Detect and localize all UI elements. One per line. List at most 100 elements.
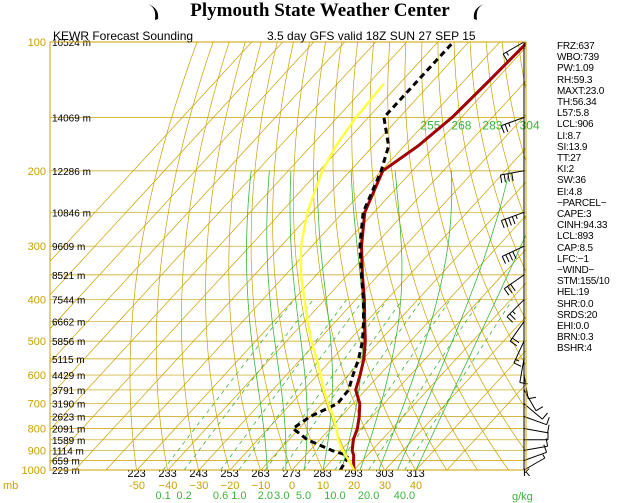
- theta-tick-label: 293: [344, 468, 362, 480]
- dry-adiabat-line: [228, 42, 262, 470]
- chart-title: KEWR Forecast Sounding: [53, 29, 193, 43]
- mixing-ratio-line: [404, 299, 513, 470]
- sounding-index: CAPE:3: [557, 209, 592, 221]
- parcel-line: [299, 82, 386, 470]
- theta-unit-label: K: [523, 467, 531, 479]
- sounding-index: RH:59.3: [557, 74, 593, 86]
- theta-tick-label: 223: [127, 468, 145, 480]
- mixing-ratio-line: [368, 299, 481, 470]
- sounding-index: SHR:0.0: [557, 298, 594, 310]
- height-label: 6662 m: [52, 318, 85, 329]
- dry-adiabat-line: [453, 42, 526, 321]
- mixing-ratio-line: [183, 299, 314, 470]
- sounding-index: LCL:893: [557, 231, 594, 243]
- wind-barb: [506, 299, 525, 323]
- mixing-ratio-tick-label: 40.0: [394, 490, 415, 502]
- moist-adiabat-line: [397, 170, 510, 470]
- dry-adiabat-line: [369, 42, 478, 470]
- plot-frame: [49, 41, 527, 471]
- isotherm-line: [50, 42, 346, 363]
- height-label: 2091 m: [52, 425, 85, 436]
- mixing-ratio-unit-label: g/kg: [512, 491, 533, 503]
- wind-barb: [509, 321, 525, 347]
- mixing-ratio-tick-label: 0.1: [155, 490, 170, 502]
- theta-tick-label: 243: [189, 468, 207, 480]
- dry-adiabat-line: [293, 42, 354, 470]
- pressure-tick-label: 700: [28, 399, 46, 411]
- isotherm-line: [50, 42, 284, 296]
- temperature-tick-label: −30: [190, 480, 209, 492]
- isotherm-line: [384, 316, 526, 470]
- dry-adiabat-line: [469, 42, 526, 273]
- dry-adiabat-line: [404, 42, 526, 453]
- isotherm-line: [446, 383, 526, 470]
- moist-adiabat-line: [317, 170, 333, 470]
- dry-adiabat-line: [155, 42, 214, 470]
- sounding-index: TT:27: [557, 153, 582, 165]
- height-label: 2623 m: [52, 413, 85, 424]
- wind-barb: [523, 416, 550, 426]
- wind-barb: [500, 116, 525, 134]
- wind-barb: [502, 41, 525, 62]
- mixing-ratio-tick-label: 20.0: [358, 490, 379, 502]
- isotherm-line: [50, 42, 253, 262]
- mixing-ratio-tick-label: 0.2: [177, 490, 192, 502]
- wind-barb: [523, 444, 548, 461]
- moist-adiabat-line: [246, 170, 268, 470]
- bird-logo-left-icon: [148, 4, 159, 20]
- sounding-index: SI:13.9: [557, 141, 588, 153]
- height-label: 1589 m: [52, 436, 85, 447]
- chart-subtitle: 3.5 day GFS valid 18Z SUN 27 SEP 15: [267, 29, 476, 43]
- mixing-ratio-tick-label: 10.0: [324, 490, 345, 502]
- sounding-index: LCL:906: [557, 119, 594, 131]
- height-label: 229 m: [52, 466, 80, 477]
- isotherm-line: [50, 42, 315, 330]
- moist-adiabat-line: [289, 170, 308, 470]
- temperature-tick-label: 10: [317, 480, 329, 492]
- theta-tick-label: 273: [282, 468, 300, 480]
- sounding-index: PW:1.09: [557, 63, 594, 75]
- height-label: 10846 m: [52, 208, 91, 219]
- theta-tick-label: 303: [375, 468, 393, 480]
- theta-tick-label: 313: [406, 468, 424, 480]
- wind-barb: [499, 170, 525, 183]
- pressure-unit-label: mb: [3, 480, 18, 492]
- pressure-tick-label: 400: [28, 295, 46, 307]
- mixing-ratio-line: [303, 299, 423, 470]
- pressure-tick-label: 600: [28, 370, 46, 382]
- mixing-ratio-line: [334, 299, 451, 470]
- theta-tick-label: 233: [158, 468, 176, 480]
- isotherm-line: [415, 349, 526, 470]
- wind-barb: [513, 340, 525, 367]
- chart-header: Plymouth State Weather Center: [0, 0, 640, 24]
- mixing-ratio-line: [162, 299, 295, 470]
- sounding-index: CAP:8.5: [557, 242, 593, 254]
- wind-barb: [500, 211, 525, 229]
- mixing-ratio-tick-label: 1.0: [231, 490, 246, 502]
- moist-adiabat-line: [266, 170, 287, 470]
- height-label: 9609 m: [52, 242, 85, 253]
- mixing-ratio-tick-label: 5.0: [296, 490, 311, 502]
- isotherm-line: [50, 42, 377, 397]
- dry-adiabat-line: [250, 42, 292, 470]
- sounding-index: EI:4.8: [557, 186, 582, 198]
- temperature-tick-label: 30: [379, 480, 391, 492]
- height-label: 16524 m: [52, 38, 91, 49]
- diagram-grid: [50, 42, 526, 470]
- sounding-index: WBO:739: [557, 52, 599, 64]
- height-label: 5856 m: [52, 337, 85, 348]
- isotherm-line: [322, 248, 526, 470]
- temperature-tick-label: −40: [159, 480, 178, 492]
- theta-tick-label: 263: [251, 468, 269, 480]
- sounding-index: FRZ:637: [557, 41, 595, 52]
- temperature-tick-label: 0: [289, 480, 295, 492]
- dry-adiabat-line: [181, 42, 230, 470]
- mixing-ratio-line: [238, 299, 364, 470]
- mixing-ratio-line: [265, 299, 388, 470]
- moist-adiabat-line: [378, 170, 453, 470]
- wind-barb: [523, 438, 549, 451]
- theta-tick-label: 283: [313, 468, 331, 480]
- mixing-ratio-tick-label: 0.6: [213, 490, 228, 502]
